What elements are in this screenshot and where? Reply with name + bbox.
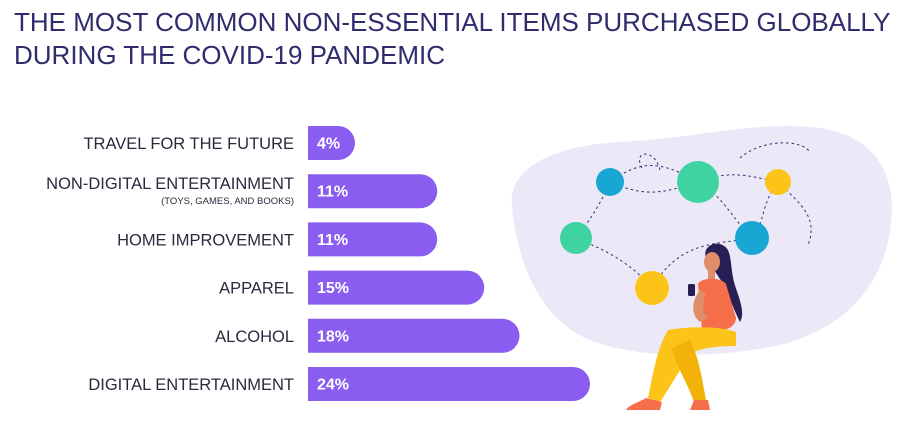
chart-title: THE MOST COMMON NON-ESSENTIAL ITEMS PURC… (14, 7, 890, 70)
bar-0 (308, 126, 355, 160)
category-label-3: APPAREL (219, 280, 294, 298)
category-label-0: TRAVEL FOR THE FUTURE (83, 135, 294, 153)
bar-5 (308, 367, 590, 401)
category-label-4: ALCOHOL (215, 328, 294, 346)
category-label-1: NON-DIGITAL ENTERTAINMENT (46, 175, 294, 193)
bar-value-label-0: 4% (317, 136, 340, 153)
bar-4 (308, 318, 520, 353)
bar-value-label-2: 11% (317, 232, 348, 249)
bar-value-label-1: 11% (317, 184, 348, 201)
bar-1 (308, 174, 438, 209)
bar-3 (308, 270, 485, 305)
bar-value-label-5: 24% (317, 377, 349, 394)
bar-value-label-4: 18% (317, 328, 349, 345)
category-label-2: HOME IMPROVEMENT (117, 231, 294, 249)
bar-value-label-3: 15% (317, 280, 349, 297)
category-label-5: DIGITAL ENTERTAINMENT (88, 376, 294, 394)
category-sublabel-1: (TOYS, GAMES, AND BOOKS) (161, 196, 294, 207)
bar-2 (308, 222, 438, 257)
